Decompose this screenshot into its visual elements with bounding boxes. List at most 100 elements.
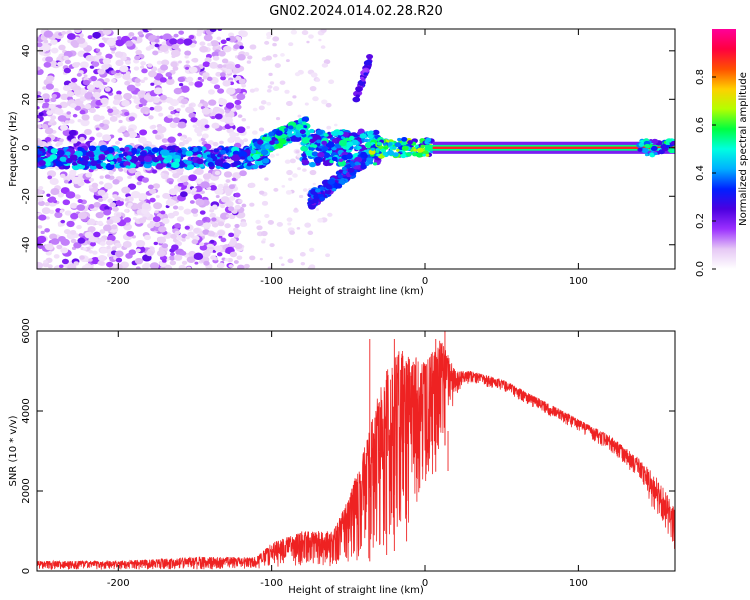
noise-point — [244, 52, 250, 57]
noise-point — [73, 29, 82, 33]
noise-point — [140, 65, 145, 69]
noise-point — [102, 224, 113, 232]
cluster-point — [309, 161, 317, 168]
noise-point — [174, 112, 180, 117]
noise-point — [111, 246, 117, 251]
noise-point — [157, 126, 167, 134]
noise-point — [123, 208, 129, 213]
snr-x-tick-label: -100 — [260, 578, 283, 589]
noise-point — [158, 226, 167, 233]
noise-point — [84, 128, 92, 135]
noise-point — [97, 197, 104, 202]
noise-point — [45, 56, 54, 63]
noise-point — [228, 184, 236, 190]
noise-point — [67, 263, 77, 269]
noise-point — [168, 105, 175, 111]
noise-point — [249, 44, 257, 50]
noise-point — [221, 58, 229, 64]
band-point — [151, 162, 157, 167]
transition-point — [394, 142, 402, 148]
noise-point — [292, 173, 298, 178]
band-point — [214, 159, 224, 167]
band-point — [59, 156, 67, 162]
noise-point — [211, 51, 220, 58]
noise-point — [233, 227, 239, 232]
cluster-point — [305, 149, 314, 157]
band-point — [44, 161, 51, 167]
noise-point — [196, 29, 204, 34]
noise-point — [45, 83, 54, 90]
spectrogram-x-tick-label: 100 — [569, 276, 588, 287]
colorbar-tick-label: 0.6 — [695, 117, 706, 133]
noise-point — [269, 81, 275, 85]
noise-point — [154, 210, 159, 214]
noise-point — [315, 78, 321, 82]
noise-point — [220, 196, 230, 203]
noise-point — [81, 114, 90, 121]
noise-point — [49, 233, 58, 240]
band-point — [171, 161, 180, 169]
transition-point — [368, 149, 376, 155]
noise-point — [73, 89, 82, 96]
noise-point — [107, 198, 114, 203]
band-point — [88, 145, 97, 152]
noise-point — [68, 129, 77, 136]
noise-point — [233, 260, 239, 264]
noise-point — [38, 112, 44, 117]
cluster-point — [321, 140, 328, 146]
transition-point — [376, 153, 380, 157]
noise-point — [109, 202, 117, 208]
band-point — [127, 151, 133, 156]
noise-point — [82, 79, 90, 86]
noise-point — [105, 53, 113, 60]
noise-point — [170, 61, 178, 68]
noise-point — [249, 202, 255, 207]
noise-point — [289, 158, 296, 164]
transition-point — [386, 150, 395, 156]
noise-point — [50, 187, 60, 195]
noise-point — [86, 84, 95, 91]
noise-point — [236, 126, 246, 134]
noise-point — [111, 108, 120, 116]
noise-point — [236, 93, 246, 101]
noise-point — [214, 170, 221, 176]
transition-point — [380, 148, 386, 153]
band-point — [216, 153, 222, 158]
noise-point — [91, 182, 99, 188]
noise-point — [174, 223, 181, 229]
noise-point — [37, 42, 43, 48]
band-point — [213, 148, 220, 153]
noise-point — [234, 99, 242, 106]
noise-point — [46, 110, 53, 116]
noise-point — [89, 107, 96, 114]
noise-point — [269, 243, 275, 248]
transition-point — [425, 137, 432, 143]
noise-point — [188, 81, 194, 86]
noise-point — [74, 105, 82, 111]
noise-point — [121, 186, 131, 194]
noise-point — [64, 210, 72, 216]
noise-point — [228, 206, 235, 212]
noise-point — [76, 72, 82, 77]
branch-down-point — [317, 193, 322, 197]
cluster-point — [321, 146, 329, 152]
branch-down-point — [327, 178, 336, 185]
band-point — [90, 160, 98, 167]
noise-point — [218, 235, 223, 239]
noise-point — [199, 45, 208, 53]
noise-point — [318, 38, 322, 42]
carrier-edge-point — [660, 143, 668, 150]
noise-point — [238, 45, 245, 50]
band-point — [139, 150, 147, 157]
noise-point — [195, 178, 203, 184]
noise-point — [83, 74, 88, 78]
snr-x-tick-label: 0 — [422, 578, 428, 589]
noise-point — [226, 37, 231, 42]
noise-point — [202, 250, 211, 258]
noise-point — [248, 182, 256, 188]
noise-point — [103, 182, 113, 190]
noise-point — [308, 34, 314, 39]
noise-point — [77, 198, 83, 204]
noise-point — [149, 197, 156, 203]
